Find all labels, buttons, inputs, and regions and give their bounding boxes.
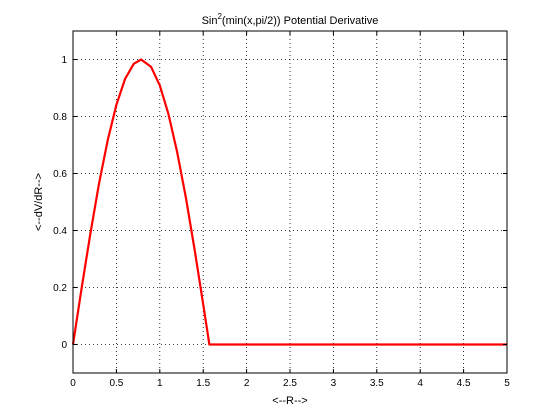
- y-tick-label: 0: [61, 340, 67, 351]
- y-tick-label: 0.6: [53, 169, 67, 180]
- y-tick-label: 0.4: [53, 226, 67, 237]
- x-tick-label: 3.5: [370, 378, 384, 389]
- x-tick-label: 2: [244, 378, 250, 389]
- y-tick-label: 0.8: [53, 112, 67, 123]
- x-tick-label: 2.5: [283, 378, 297, 389]
- x-tick-label: 0: [70, 378, 76, 389]
- y-tick-label: 0.2: [53, 283, 67, 294]
- x-axis-label: <--R-->: [272, 395, 307, 407]
- y-axis-label: <--dV/dR-->: [33, 173, 45, 231]
- series-line: [71, 58, 507, 346]
- x-tick-label: 1: [157, 378, 163, 389]
- plot-background: [73, 31, 507, 373]
- y-tick-label: 1: [61, 55, 67, 66]
- x-tick-label: 4: [417, 378, 423, 389]
- tick-marks: [72, 31, 508, 373]
- x-tick-label: 5: [504, 378, 510, 389]
- x-tick-label: 0.5: [109, 378, 123, 389]
- plot-area: [71, 30, 508, 374]
- chart-title: Sin2(min(x,pi/2)) Potential Derivative: [202, 12, 379, 27]
- x-tick-label: 3: [331, 378, 337, 389]
- x-tick-label: 1.5: [196, 378, 210, 389]
- x-tick-label: 4.5: [457, 378, 471, 389]
- grid-lines: [73, 31, 507, 373]
- series-layer: [71, 58, 508, 346]
